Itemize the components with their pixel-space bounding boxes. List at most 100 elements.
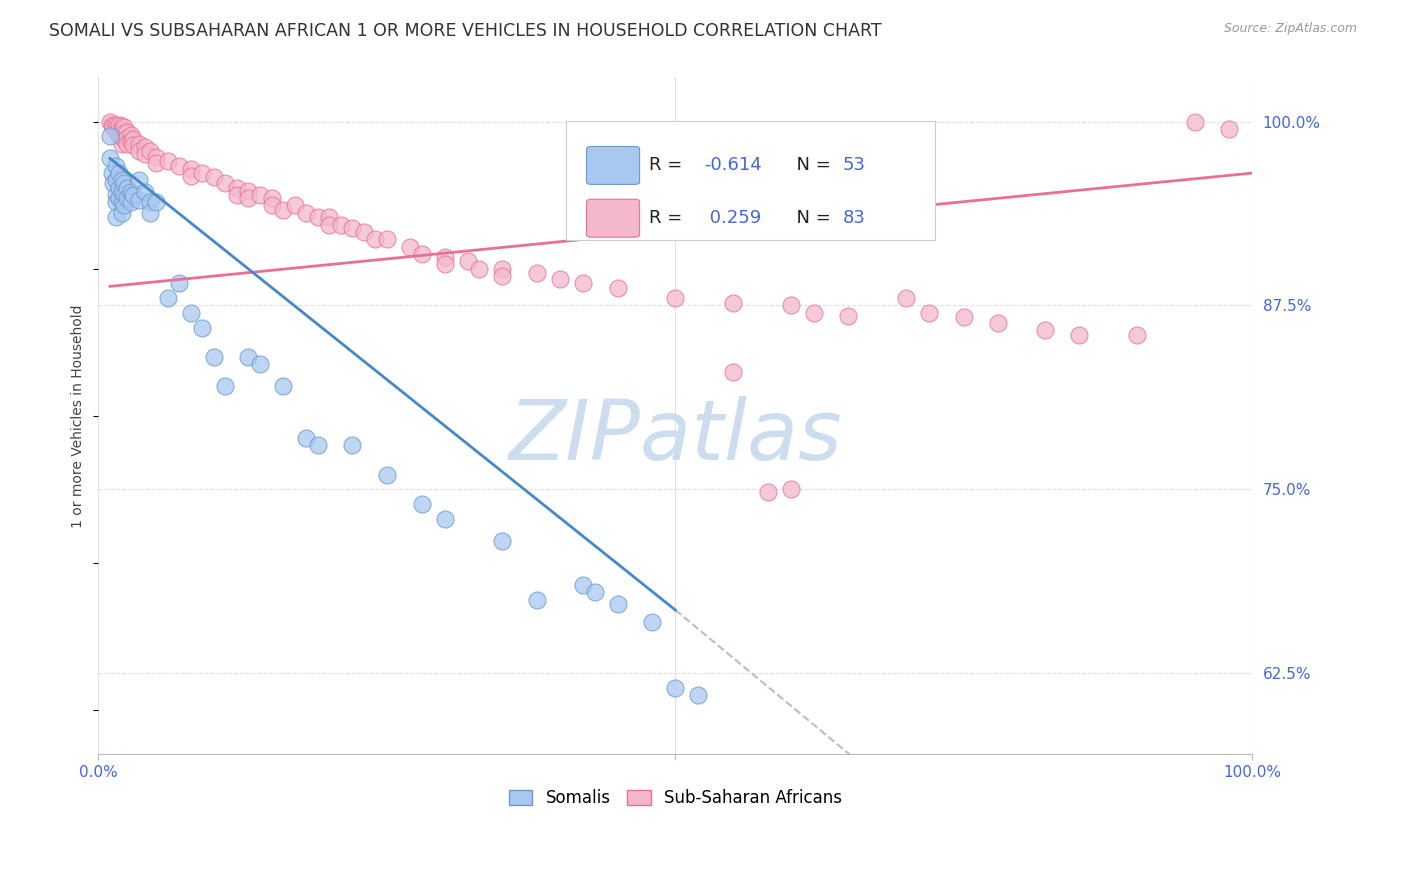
Point <box>238 191 260 205</box>
Point <box>105 125 128 139</box>
Point <box>108 129 131 144</box>
Point <box>1218 122 1240 136</box>
Point <box>167 277 190 291</box>
Point <box>112 120 135 135</box>
Point <box>664 681 686 695</box>
Point <box>120 128 142 142</box>
Point <box>433 257 456 271</box>
Text: N =: N = <box>785 156 837 175</box>
Point <box>180 161 202 176</box>
Point <box>987 316 1010 330</box>
Point <box>112 188 135 202</box>
Point <box>1126 327 1149 342</box>
Point <box>112 198 135 212</box>
Point <box>433 512 456 526</box>
Point <box>122 188 145 202</box>
Point <box>894 291 917 305</box>
Point <box>98 114 121 128</box>
Point <box>128 173 150 187</box>
Point <box>779 483 801 497</box>
Point <box>457 254 479 268</box>
Point <box>110 173 132 187</box>
Point <box>108 166 131 180</box>
Point <box>329 218 352 232</box>
Point <box>128 193 150 207</box>
Point <box>167 159 190 173</box>
Point <box>101 118 124 132</box>
Point <box>117 125 139 139</box>
Point <box>180 169 202 183</box>
Text: Source: ZipAtlas.com: Source: ZipAtlas.com <box>1223 22 1357 36</box>
Point <box>271 202 294 217</box>
Point <box>238 350 260 364</box>
Point <box>156 291 179 305</box>
Point <box>271 379 294 393</box>
Text: R =: R = <box>648 156 688 175</box>
Point <box>156 154 179 169</box>
Point <box>606 281 628 295</box>
Point <box>756 485 779 500</box>
Point <box>572 578 595 592</box>
Point <box>260 198 283 212</box>
Point <box>260 191 283 205</box>
Point <box>342 438 364 452</box>
Point <box>98 129 121 144</box>
Text: R =: R = <box>648 210 688 227</box>
Point <box>342 220 364 235</box>
Point <box>295 431 318 445</box>
Point <box>145 155 167 169</box>
Point <box>364 232 387 246</box>
Point <box>110 206 132 220</box>
Point <box>225 181 247 195</box>
Point <box>583 585 606 599</box>
Point <box>307 211 329 225</box>
Point <box>918 306 941 320</box>
Point <box>128 144 150 158</box>
Point <box>721 365 744 379</box>
Text: -0.614: -0.614 <box>704 156 762 175</box>
Point <box>117 191 139 205</box>
Text: ZIPatlas: ZIPatlas <box>509 396 842 476</box>
Text: 0.259: 0.259 <box>704 210 762 227</box>
Point <box>103 120 125 135</box>
Point <box>318 211 340 225</box>
Point <box>134 147 156 161</box>
Point <box>318 218 340 232</box>
Point <box>110 185 132 199</box>
Point <box>191 320 214 334</box>
Point <box>103 177 125 191</box>
Point <box>110 129 132 144</box>
Point <box>202 350 225 364</box>
Point <box>120 195 142 210</box>
Point <box>120 134 142 148</box>
Point <box>108 181 131 195</box>
FancyBboxPatch shape <box>586 199 640 237</box>
Point <box>411 247 433 261</box>
Point <box>98 152 121 166</box>
Point <box>112 132 135 146</box>
Text: 53: 53 <box>842 156 866 175</box>
Point <box>779 298 801 312</box>
Point <box>145 150 167 164</box>
FancyBboxPatch shape <box>586 146 640 185</box>
Point <box>214 177 236 191</box>
Point <box>375 232 398 246</box>
Point <box>128 136 150 151</box>
Point <box>202 170 225 185</box>
Point <box>953 310 976 325</box>
FancyBboxPatch shape <box>565 121 935 240</box>
Point <box>145 195 167 210</box>
Point <box>110 136 132 151</box>
Point <box>837 309 859 323</box>
Text: N =: N = <box>785 210 837 227</box>
Point <box>526 266 548 280</box>
Point <box>120 185 142 199</box>
Point <box>117 130 139 145</box>
Y-axis label: 1 or more Vehicles in Household: 1 or more Vehicles in Household <box>72 304 86 527</box>
Point <box>117 136 139 151</box>
Point <box>491 268 513 283</box>
Point <box>1033 324 1056 338</box>
Point <box>353 225 375 239</box>
Text: 83: 83 <box>842 210 866 227</box>
Point <box>399 239 422 253</box>
